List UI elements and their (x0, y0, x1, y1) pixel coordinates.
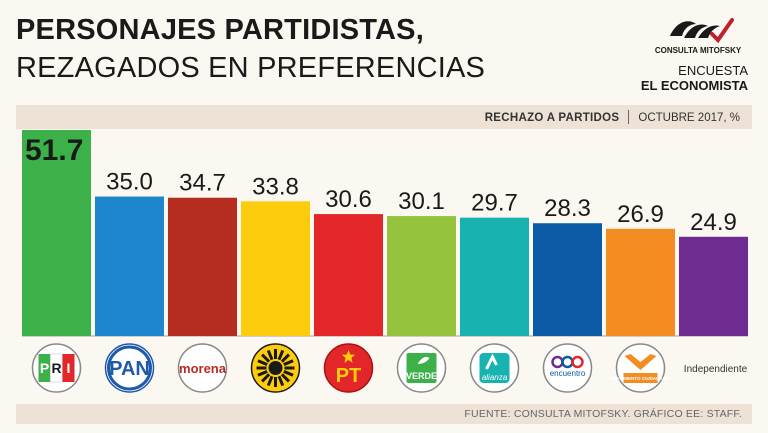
bar-4 (241, 201, 310, 336)
source-bar: FUENTE: CONSULTA MITOFSKY. GRÁFICO EE: S… (16, 404, 752, 424)
brand-line2: EL ECONOMISTA (640, 78, 748, 93)
pri-letter-r: R (51, 360, 61, 376)
pan-inner-ring (107, 345, 152, 391)
bar-1 (22, 130, 91, 336)
bar-chart: 51.7 35.0 34.7 33.8 30.6 30.1 29.7 28.3 26.9 24.9… (22, 130, 748, 393)
pan-text: PAN (109, 358, 150, 380)
bar-6 (387, 216, 456, 336)
bar-value-label-7: 29.7 (471, 190, 518, 217)
pt-text: PT (336, 365, 362, 387)
mc-band (623, 373, 658, 383)
banner-label: RECHAZO A PARTIDOS (484, 112, 620, 124)
morena-logo-icon: morena (177, 343, 228, 393)
chart-title-line1: PERSONAJES PARTIDISTAS, (16, 14, 424, 46)
alianza-mark (485, 353, 498, 370)
bar-10 (679, 236, 748, 336)
bar-3 (168, 197, 237, 336)
bar-9 (606, 228, 675, 336)
bar-value-label-8: 28.3 (544, 195, 591, 222)
banner-detail: OCTUBRE 2017, % (638, 112, 740, 124)
banner-text: RECHAZO A PARTIDOS OCTUBRE 2017, % (485, 110, 740, 124)
independiente-text: Independiente (684, 364, 748, 375)
mitofsky-logo-text: CONSULTA MITOFSKY (654, 46, 742, 55)
prd-ray (257, 359, 268, 366)
bar-value-label-9: 26.9 (617, 201, 664, 228)
bar-value-label-10: 24.9 (690, 209, 737, 236)
encuentro-social-logo-icon: encuentro (542, 343, 593, 393)
prd-ray (277, 349, 285, 361)
verde-leaf (417, 356, 430, 364)
bar-value-label-5: 30.6 (325, 186, 372, 213)
prd-ray (261, 353, 271, 363)
brand-line1: ENCUESTA (678, 63, 748, 78)
movimiento-ciudadano-logo-icon: MOVIMIENTO CIUDADANO (612, 343, 670, 393)
pt-logo-icon: PT (323, 343, 374, 393)
brand-block: CONSULTA MITOFSKY ENCUESTA EL ECONOMISTA (608, 14, 748, 93)
verde-square (406, 353, 437, 383)
subtitle-banner: RECHAZO A PARTIDOS OCTUBRE 2017, % (16, 105, 752, 129)
pri-letter-p: P (40, 360, 49, 376)
pri-red (62, 354, 75, 382)
prd-ray (283, 370, 294, 377)
bar-5 (314, 214, 383, 336)
prd-ray (261, 373, 271, 383)
verde-logo-icon: VERDE (396, 343, 447, 393)
prd-sun-core (268, 361, 283, 375)
banner-divider (628, 110, 630, 124)
prd-logo-icon (250, 343, 301, 393)
pt-star (341, 350, 356, 363)
mc-eagle (624, 354, 657, 370)
logo-ring (323, 343, 374, 393)
pri-letter-i: I (67, 360, 71, 376)
bar-value-label-3: 34.7 (179, 170, 226, 197)
prd-ray (266, 349, 274, 361)
bar-value-label-6: 30.1 (398, 188, 445, 215)
bar-value-label-4: 33.8 (252, 173, 299, 200)
bar-7 (460, 217, 529, 336)
prd-ray (266, 375, 274, 387)
prd-ray (283, 359, 294, 366)
morena-text: morena (179, 361, 227, 376)
pan-logo-icon: PAN (104, 343, 155, 393)
bar-value-label-1: 51.7 (25, 134, 83, 167)
prd-ray (257, 370, 268, 377)
bar-8 (533, 223, 602, 336)
encuentro-text: encuentro (550, 369, 586, 378)
source-note: FUENTE: CONSULTA MITOFSKY. GRÁFICO EE: S… (464, 408, 742, 420)
bar-2 (95, 196, 164, 336)
bar-value-label-2: 35.0 (106, 169, 153, 196)
independiente-label: Independiente (684, 364, 748, 375)
pri-green (38, 354, 51, 382)
prd-ray (280, 373, 290, 383)
prd-ray (277, 375, 285, 387)
chart-title-line2: REZAGADOS EN PREFERENCIAS (16, 52, 486, 84)
mitofsky-logo-icon (670, 18, 734, 44)
alianza-logo-icon: alianza (469, 343, 520, 393)
prd-ray (280, 353, 290, 363)
mc-text: MOVIMIENTO CIUDADANO (612, 376, 670, 381)
verde-text: VERDE (406, 371, 437, 381)
alianza-square (479, 353, 510, 383)
logo-ring (177, 343, 228, 393)
alianza-text: alianza (482, 373, 508, 382)
encuentro-figure (571, 355, 584, 369)
